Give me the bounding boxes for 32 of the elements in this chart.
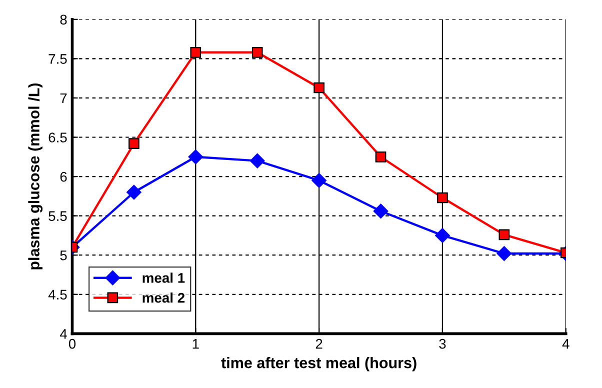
y-tick-label: 6 bbox=[60, 172, 67, 182]
y-tick-label: 5.5 bbox=[48, 211, 67, 221]
y-tick-label: 4.5 bbox=[48, 290, 67, 300]
point bbox=[126, 184, 142, 200]
x-axis-title: time after test meal (hours) bbox=[221, 357, 416, 372]
point bbox=[128, 138, 140, 149]
y-tick-label: 5 bbox=[60, 250, 67, 260]
x-tick-label: 2 bbox=[316, 338, 322, 349]
point bbox=[188, 149, 204, 164]
x-tick-label: 1 bbox=[192, 339, 199, 349]
point bbox=[498, 229, 510, 240]
point bbox=[252, 46, 263, 58]
x-tick-label: 3 bbox=[439, 338, 446, 349]
legend-label: meal 2 bbox=[142, 292, 185, 303]
point bbox=[312, 173, 326, 188]
y-tick-label: 7 bbox=[60, 93, 67, 104]
point bbox=[375, 151, 386, 162]
y-tick-label: 6.5 bbox=[48, 132, 67, 142]
point bbox=[373, 204, 388, 219]
point bbox=[250, 153, 265, 168]
y-axis-title: plasma glucose (mmol /L) bbox=[28, 83, 43, 270]
x-tick-label: 0 bbox=[68, 338, 76, 349]
point bbox=[190, 46, 202, 58]
y-tick-label: 8 bbox=[60, 14, 67, 25]
y-tick-label: 4 bbox=[60, 329, 67, 339]
point bbox=[435, 228, 450, 243]
point bbox=[496, 246, 512, 261]
x-tick-label: 4 bbox=[562, 339, 570, 349]
point bbox=[314, 82, 324, 94]
point bbox=[437, 192, 448, 204]
y-tick-label: 7.5 bbox=[48, 54, 67, 64]
legend-label: meal 1 bbox=[142, 272, 185, 283]
